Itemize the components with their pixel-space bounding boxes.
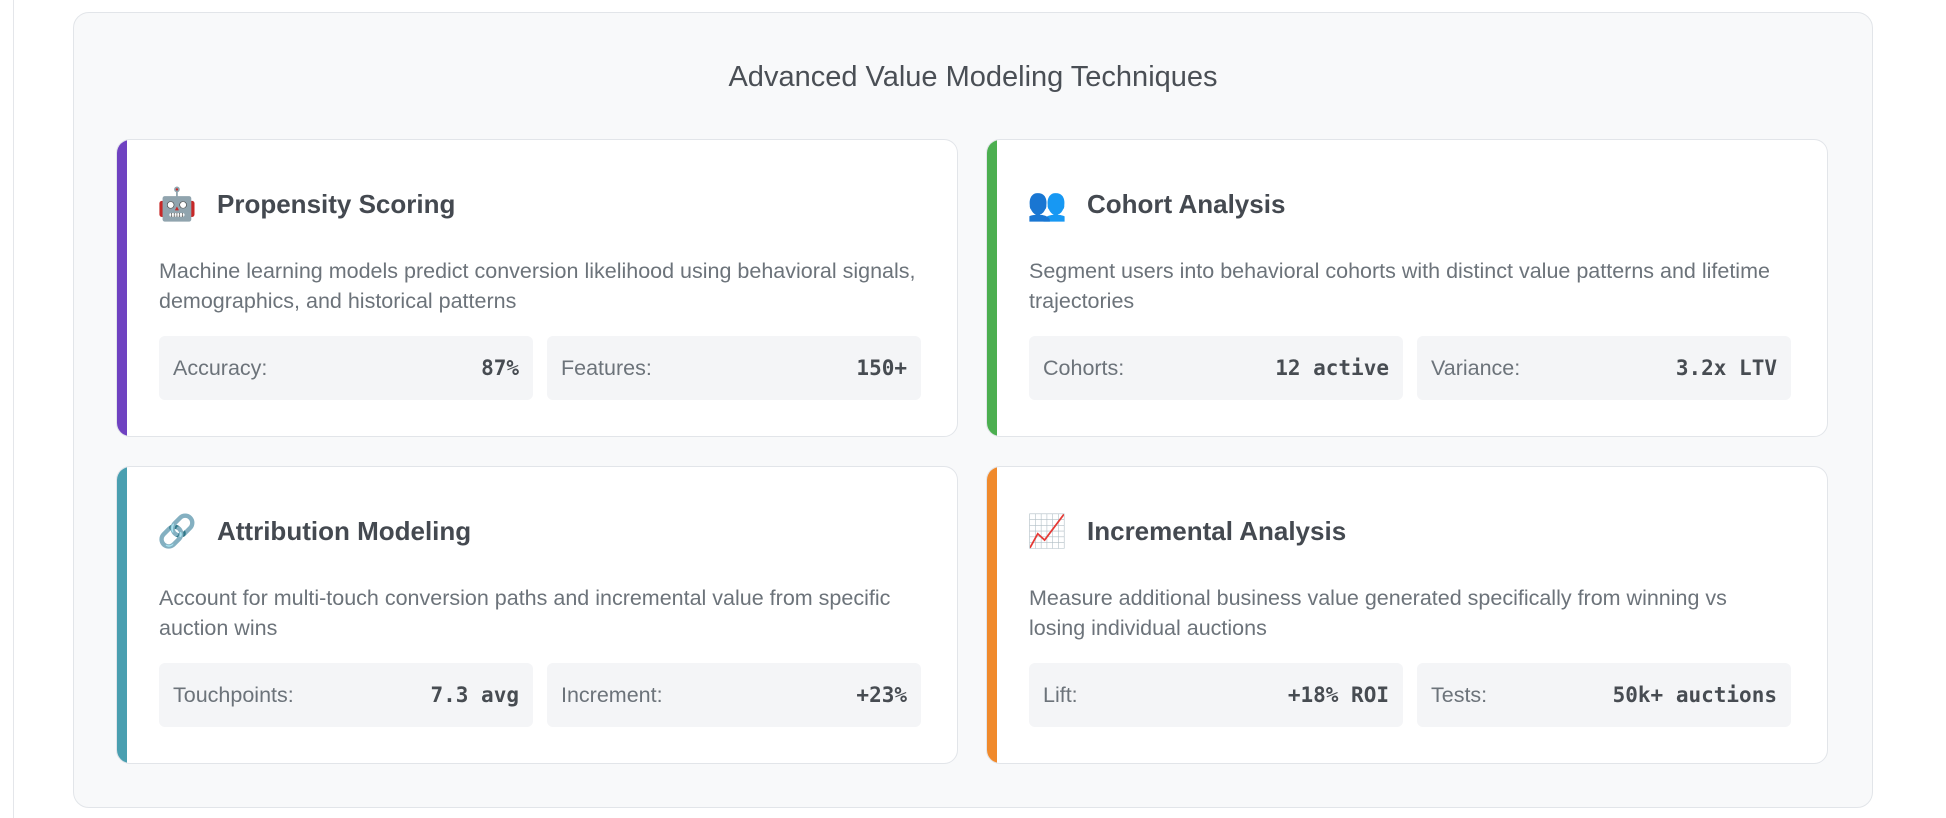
stat-tests: Tests: 50k+ auctions — [1417, 663, 1791, 727]
card-title: Attribution Modeling — [217, 515, 472, 546]
trend-chart-icon: 📈 — [1027, 512, 1067, 550]
stat-cohorts: Cohorts: 12 active — [1029, 336, 1403, 400]
card-stats: Touchpoints: 7.3 avg Increment: +23% — [159, 663, 921, 727]
technique-card-cohort-analysis: 👥 Cohort Analysis Segment users into beh… — [986, 139, 1828, 437]
users-icon: 👥 — [1027, 185, 1067, 223]
stat-label: Cohorts: — [1043, 355, 1125, 380]
section-title: Advanced Value Modeling Techniques — [728, 61, 1218, 93]
stat-accuracy: Accuracy: 87% — [159, 336, 533, 400]
card-header: 👥 Cohort Analysis — [1027, 184, 1286, 224]
card-title: Cohort Analysis — [1087, 188, 1286, 219]
card-stats: Lift: +18% ROI Tests: 50k+ auctions — [1029, 663, 1791, 727]
stat-value: 3.2x LTV — [1675, 356, 1777, 380]
card-title: Incremental Analysis — [1087, 515, 1347, 546]
stat-value: +18% ROI — [1287, 683, 1389, 707]
card-description: Machine learning models predict conversi… — [159, 259, 916, 313]
card-description: Measure additional business value genera… — [1029, 586, 1727, 640]
page-left-border — [13, 0, 14, 818]
stat-value: 7.3 avg — [430, 683, 519, 707]
stat-label: Variance: — [1431, 355, 1521, 380]
stat-increment: Increment: +23% — [547, 663, 921, 727]
card-header: 🤖 Propensity Scoring — [157, 184, 456, 224]
stat-value: +23% — [856, 683, 907, 707]
card-stats: Accuracy: 87% Features: 150+ — [159, 336, 921, 400]
stat-features: Features: 150+ — [547, 336, 921, 400]
robot-icon: 🤖 — [157, 185, 197, 223]
technique-card-attribution-modeling: 🔗 Attribution Modeling Account for multi… — [116, 466, 958, 764]
stat-touchpoints: Touchpoints: 7.3 avg — [159, 663, 533, 727]
card-title: Propensity Scoring — [217, 188, 456, 219]
stat-label: Touchpoints: — [173, 682, 294, 707]
stat-value: 150+ — [856, 356, 907, 380]
technique-card-propensity-scoring: 🤖 Propensity Scoring Machine learning mo… — [116, 139, 958, 437]
techniques-panel: Advanced Value Modeling Techniques 🤖 Pro… — [73, 12, 1873, 808]
card-header: 📈 Incremental Analysis — [1027, 511, 1347, 551]
card-description: Segment users into behavioral cohorts wi… — [1029, 259, 1770, 313]
card-stats: Cohorts: 12 active Variance: 3.2x LTV — [1029, 336, 1791, 400]
stat-label: Features: — [561, 355, 652, 380]
stat-label: Increment: — [561, 682, 663, 707]
stat-variance: Variance: 3.2x LTV — [1417, 336, 1791, 400]
stat-label: Tests: — [1431, 682, 1488, 707]
card-header: 🔗 Attribution Modeling — [157, 511, 472, 551]
technique-card-incremental-analysis: 📈 Incremental Analysis Measure additiona… — [986, 466, 1828, 764]
stat-label: Lift: — [1043, 682, 1078, 707]
stat-label: Accuracy: — [173, 355, 268, 380]
stat-value: 87% — [481, 356, 519, 380]
stat-value: 50k+ auctions — [1612, 683, 1777, 707]
link-icon: 🔗 — [157, 512, 197, 550]
card-description: Account for multi-touch conversion paths… — [159, 586, 891, 640]
stat-value: 12 active — [1275, 356, 1389, 380]
stat-lift: Lift: +18% ROI — [1029, 663, 1403, 727]
